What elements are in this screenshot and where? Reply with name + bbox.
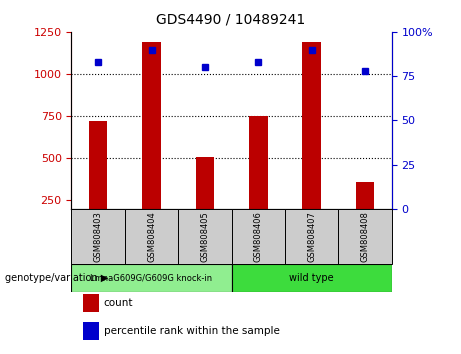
Bar xyxy=(231,209,285,264)
Bar xyxy=(249,116,268,242)
Text: genotype/variation ▶: genotype/variation ▶ xyxy=(5,273,108,283)
Bar xyxy=(302,42,321,242)
Bar xyxy=(356,182,374,242)
Bar xyxy=(285,209,338,264)
Text: GDS4490 / 10489241: GDS4490 / 10489241 xyxy=(156,12,305,27)
Text: GSM808403: GSM808403 xyxy=(94,211,103,262)
Text: GSM808407: GSM808407 xyxy=(307,211,316,262)
Bar xyxy=(178,209,231,264)
Text: LmnaG609G/G609G knock-in: LmnaG609G/G609G knock-in xyxy=(90,273,213,282)
Bar xyxy=(71,209,125,264)
Bar xyxy=(195,156,214,242)
Text: GSM808404: GSM808404 xyxy=(147,211,156,262)
Bar xyxy=(125,209,178,264)
Text: GSM808405: GSM808405 xyxy=(201,211,209,262)
Text: GSM808406: GSM808406 xyxy=(254,211,263,262)
Bar xyxy=(89,121,107,242)
Text: percentile rank within the sample: percentile rank within the sample xyxy=(104,326,280,336)
Text: GSM808408: GSM808408 xyxy=(361,211,370,262)
Bar xyxy=(338,209,392,264)
Bar xyxy=(71,264,231,292)
Bar xyxy=(231,264,392,292)
Text: count: count xyxy=(104,298,133,308)
Bar xyxy=(142,42,161,242)
Text: wild type: wild type xyxy=(290,273,334,283)
